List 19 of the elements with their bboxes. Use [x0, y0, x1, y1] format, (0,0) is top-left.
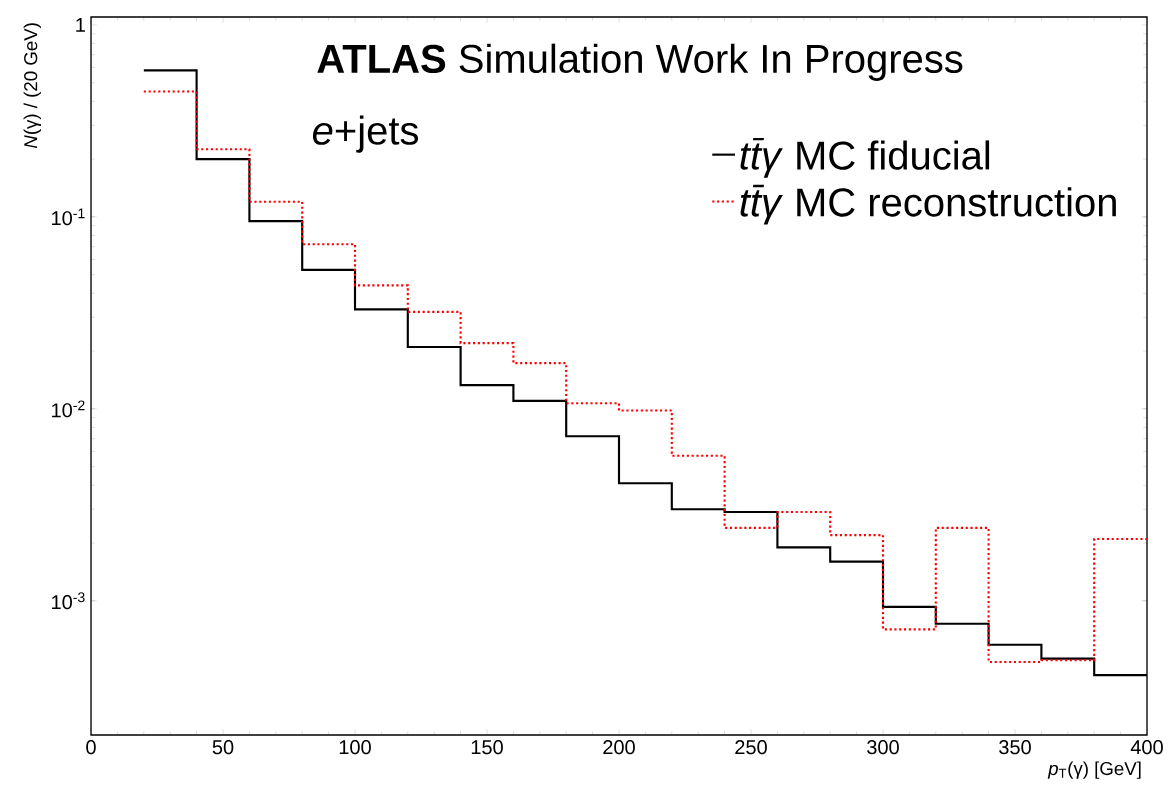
y-tick-label: 1	[76, 18, 85, 32]
x-tick-label: 300	[867, 740, 899, 755]
x-tick-label: 0	[86, 740, 96, 755]
y-tick-label: 10$^{-1}$	[52, 208, 85, 226]
x-tick-label: 200	[603, 740, 635, 755]
x-axis-title: p$_{T}$(γ) [GeV]	[1047, 761, 1141, 779]
legend-label: tt̄γ MC reconstruction	[740, 184, 1116, 225]
y-tick-label: 10$^{-3}$	[52, 592, 85, 610]
x-tick-label: 350	[999, 740, 1031, 755]
x-tick-label: 50	[212, 740, 234, 755]
x-tick-label: 150	[471, 740, 503, 755]
x-tick-label: 250	[735, 740, 767, 755]
y-axis-title: N(γ) / (20 GeV)	[23, 23, 41, 149]
x-tick-label: 100	[339, 740, 371, 755]
annotation: e+jets	[312, 115, 419, 153]
y-tick-label: 10$^{-2}$	[52, 400, 85, 418]
x-tick-label: 400	[1130, 740, 1163, 755]
text: ATLAS Simulation Work In Progress	[317, 43, 963, 81]
legend-label: tt̄γ MC fiducial	[740, 137, 990, 178]
